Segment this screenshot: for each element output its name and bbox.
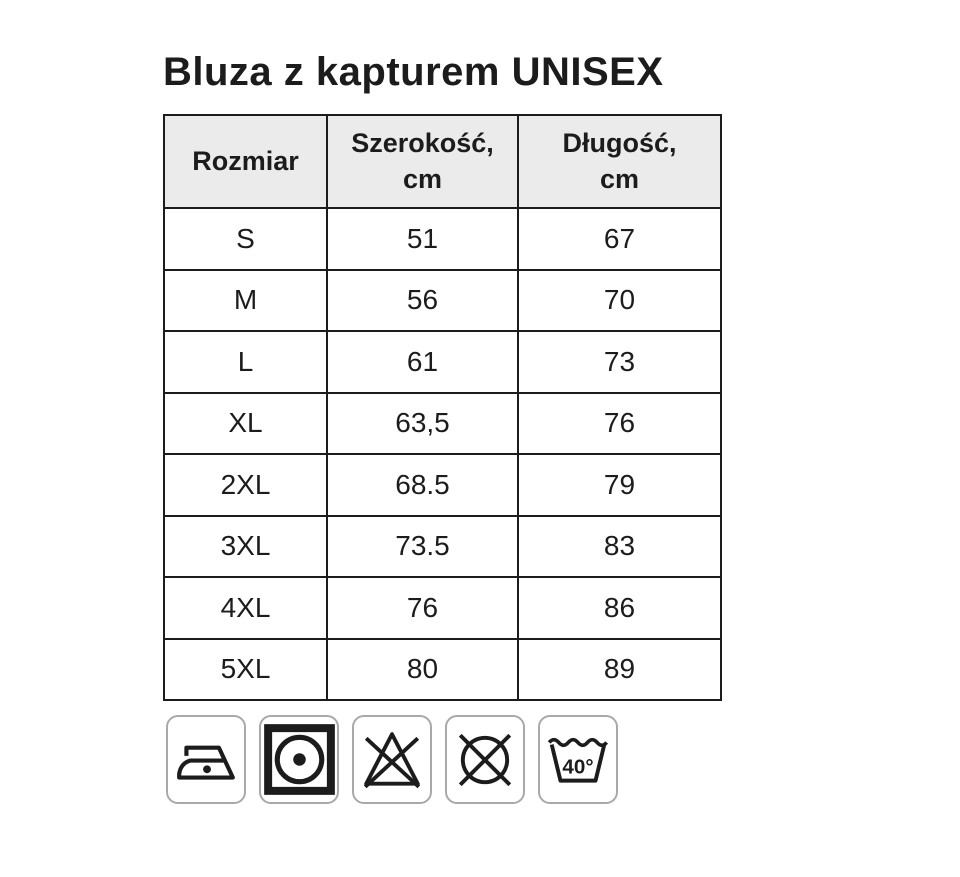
do-not-dry-clean-tile [445, 715, 525, 804]
header-row: Rozmiar Szerokość, cm Długość, cm [163, 114, 722, 209]
header-rozmiar: Rozmiar [163, 114, 328, 209]
length-cell: 73 [517, 330, 722, 394]
wash-40-degrees-tile: 40° [538, 715, 618, 804]
length-cell: 89 [517, 637, 722, 701]
length-cell: 76 [517, 391, 722, 455]
table-row-4xl: 4XL 76 86 [163, 576, 722, 640]
do-not-bleach-tile [352, 715, 432, 804]
width-cell: 73.5 [326, 514, 519, 578]
do-not-bleach-icon [363, 731, 421, 788]
wash-40-degrees-icon: 40° [547, 737, 609, 783]
width-cell: 61 [326, 330, 519, 394]
length-cell: 83 [517, 514, 722, 578]
size-cell: S [163, 207, 328, 271]
length-cell: 67 [517, 207, 722, 271]
table-row-5xl: 5XL 80 89 [163, 637, 722, 701]
wash-temperature-label: 40° [562, 755, 593, 778]
width-cell: 76 [326, 576, 519, 640]
header-szerokosc: Szerokość, cm [326, 114, 519, 209]
size-table: Rozmiar Szerokość, cm Długość, cm S 51 6… [163, 114, 722, 701]
tumble-dry-icon [263, 724, 335, 795]
size-cell: 4XL [163, 576, 328, 640]
header-dlugosc: Długość, cm [517, 114, 722, 209]
width-cell: 80 [326, 637, 519, 701]
iron-low-temperature-tile [166, 715, 246, 804]
width-cell: 51 [326, 207, 519, 271]
do-not-dry-clean-icon [458, 733, 512, 786]
iron-one-dot-icon [177, 745, 235, 780]
length-cell: 79 [517, 453, 722, 517]
size-cell: 3XL [163, 514, 328, 578]
table-row-xl: XL 63,5 76 [163, 391, 722, 455]
tumble-dry-tile [259, 715, 339, 804]
table-row-s: S 51 67 [163, 207, 722, 271]
width-cell: 56 [326, 268, 519, 332]
table-row-3xl: 3XL 73.5 83 [163, 514, 722, 578]
care-symbols-row: 40° [166, 715, 618, 804]
size-cell: XL [163, 391, 328, 455]
table-row-m: M 56 70 [163, 268, 722, 332]
length-cell: 70 [517, 268, 722, 332]
size-cell: M [163, 268, 328, 332]
size-cell: L [163, 330, 328, 394]
width-cell: 68.5 [326, 453, 519, 517]
width-cell: 63,5 [326, 391, 519, 455]
table-row-2xl: 2XL 68.5 79 [163, 453, 722, 517]
length-cell: 86 [517, 576, 722, 640]
table-row-l: L 61 73 [163, 330, 722, 394]
size-cell: 2XL [163, 453, 328, 517]
page-title: Bluza z kapturem UNISEX [163, 50, 664, 94]
size-cell: 5XL [163, 637, 328, 701]
